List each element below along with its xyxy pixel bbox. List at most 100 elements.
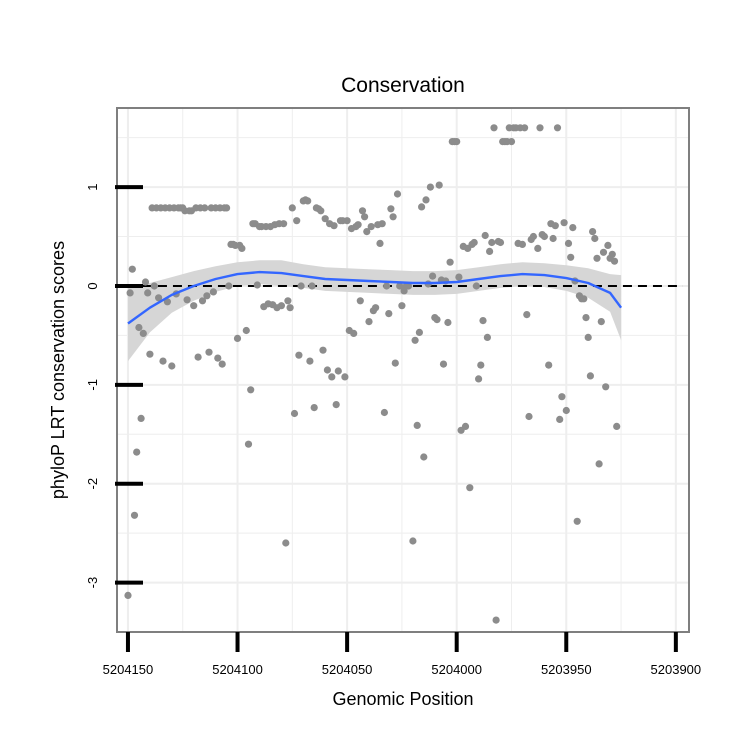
data-point bbox=[233, 334, 242, 342]
data-point bbox=[389, 213, 397, 221]
data-point bbox=[330, 222, 338, 230]
data-point bbox=[317, 207, 325, 215]
data-point bbox=[418, 203, 426, 211]
data-point bbox=[150, 282, 158, 290]
data-point bbox=[591, 234, 599, 243]
y-tick-label: -1 bbox=[85, 379, 100, 391]
data-point bbox=[354, 221, 362, 229]
data-point bbox=[466, 484, 474, 492]
data-point bbox=[521, 124, 529, 132]
x-axis-title: Genomic Position bbox=[332, 689, 473, 709]
data-point bbox=[391, 359, 399, 367]
data-point bbox=[126, 289, 134, 297]
y-tick-label: 1 bbox=[85, 183, 100, 190]
data-point bbox=[183, 296, 191, 304]
smooth-line bbox=[127, 270, 623, 325]
confidence-band-area bbox=[128, 260, 622, 362]
data-point bbox=[203, 292, 211, 300]
data-point bbox=[558, 393, 566, 401]
data-point bbox=[385, 310, 393, 318]
data-point bbox=[141, 278, 150, 286]
y-axis: -3 -2 -1 0 1 bbox=[85, 183, 143, 588]
data-point bbox=[536, 124, 544, 132]
data-point bbox=[372, 304, 380, 312]
data-point bbox=[139, 329, 147, 337]
data-point bbox=[128, 265, 136, 273]
data-point bbox=[507, 138, 516, 146]
data-point bbox=[380, 408, 388, 417]
data-point bbox=[130, 511, 139, 519]
panel-border bbox=[116, 107, 690, 633]
data-point bbox=[518, 240, 527, 248]
data-point bbox=[483, 333, 491, 341]
data-point bbox=[238, 244, 246, 252]
data-point bbox=[422, 196, 430, 204]
data-point bbox=[534, 244, 542, 252]
data-point bbox=[597, 318, 605, 326]
data-point bbox=[282, 539, 290, 547]
data-point bbox=[163, 298, 171, 306]
data-point bbox=[306, 357, 314, 365]
data-point bbox=[580, 295, 588, 303]
data-point bbox=[398, 302, 406, 310]
data-point bbox=[367, 223, 375, 231]
data-point bbox=[214, 354, 222, 362]
data-point bbox=[556, 415, 564, 423]
data-point bbox=[415, 328, 423, 336]
data-point bbox=[593, 254, 601, 262]
data-point bbox=[190, 302, 198, 310]
data-point bbox=[218, 360, 226, 368]
data-point bbox=[361, 213, 369, 221]
data-point bbox=[479, 317, 487, 325]
data-point bbox=[595, 460, 603, 468]
data-point bbox=[376, 239, 384, 247]
data-point bbox=[599, 248, 608, 256]
y-tick-label: 0 bbox=[85, 282, 100, 289]
data-point bbox=[564, 239, 573, 247]
data-point bbox=[488, 238, 496, 247]
data-point bbox=[350, 329, 358, 337]
data-point bbox=[328, 373, 336, 381]
data-point bbox=[365, 318, 373, 326]
data-point bbox=[133, 448, 141, 456]
x-axis: 5204150 5204100 5204050 5204000 5203950 52039… bbox=[103, 632, 702, 677]
data-point bbox=[280, 220, 288, 228]
data-point bbox=[396, 282, 404, 290]
data-point bbox=[295, 351, 303, 359]
data-point bbox=[356, 297, 364, 305]
x-tick-label: 5203950 bbox=[541, 662, 592, 677]
data-point bbox=[341, 373, 349, 381]
confidence-band bbox=[128, 260, 622, 362]
data-point bbox=[604, 241, 612, 249]
data-point bbox=[529, 232, 538, 241]
data-point bbox=[567, 253, 575, 261]
data-point bbox=[168, 362, 176, 370]
data-point bbox=[602, 383, 610, 391]
data-point bbox=[582, 314, 590, 322]
data-point bbox=[439, 360, 448, 368]
data-point bbox=[323, 366, 331, 374]
y-axis-title: phyloP LRT conservation scores bbox=[48, 241, 68, 499]
data-point bbox=[569, 224, 577, 232]
data-point bbox=[455, 273, 463, 281]
data-point bbox=[363, 228, 371, 236]
data-point bbox=[470, 238, 478, 247]
data-point bbox=[378, 220, 386, 228]
chart-title: Conservation bbox=[341, 74, 465, 97]
data-point bbox=[277, 302, 285, 310]
data-point bbox=[146, 350, 154, 358]
plot-panel bbox=[117, 108, 689, 632]
data-point bbox=[286, 304, 294, 312]
data-point bbox=[435, 181, 443, 189]
data-point bbox=[560, 219, 568, 227]
data-point bbox=[477, 361, 485, 369]
data-point bbox=[358, 207, 367, 215]
data-point bbox=[223, 204, 231, 212]
data-point bbox=[523, 311, 531, 319]
y-tick-label: -3 bbox=[85, 577, 100, 589]
data-point bbox=[383, 282, 391, 290]
x-tick-label: 5203900 bbox=[651, 662, 702, 677]
data-point bbox=[293, 217, 301, 225]
data-point bbox=[461, 422, 470, 430]
